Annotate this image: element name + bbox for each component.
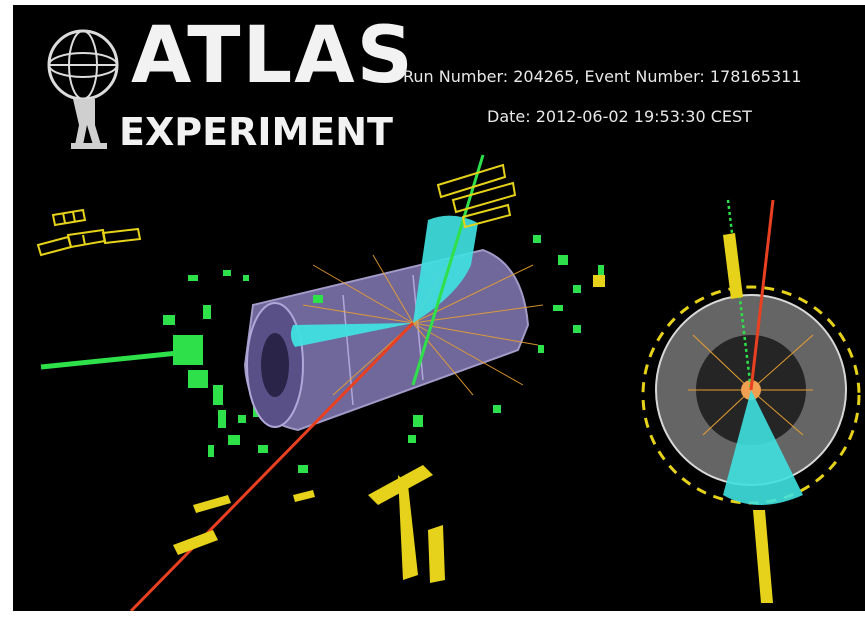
electron-cone-upper (413, 215, 478, 323)
logo-title-atlas: ATLAS (131, 11, 415, 101)
calorimeter-cells-upper-left (36, 208, 142, 257)
event-date: Date: 2012-06-02 19:53:30 CEST (487, 107, 752, 126)
event-scene (36, 29, 861, 611)
muon-track-left (40, 350, 179, 370)
atlas-globe-figure-icon (47, 29, 119, 149)
event-display: ATLAS EXPERIMENT Run Number: 204265, Eve… (13, 5, 865, 611)
electron-cone-left (290, 323, 413, 347)
muon-hits-left (163, 270, 268, 457)
muon-hits-right (298, 235, 604, 473)
calorimeter-cells-upper (436, 163, 517, 229)
calorimeter-cells-lower (173, 465, 445, 583)
muon-track-up (411, 154, 485, 386)
muon-track-red (129, 321, 415, 611)
calorimeter-cell-small (593, 275, 605, 287)
run-event-info: Run Number: 204265, Event Number: 178165… (403, 67, 802, 86)
end-view-display (641, 199, 861, 603)
logo-title-experiment: EXPERIMENT (119, 110, 393, 154)
